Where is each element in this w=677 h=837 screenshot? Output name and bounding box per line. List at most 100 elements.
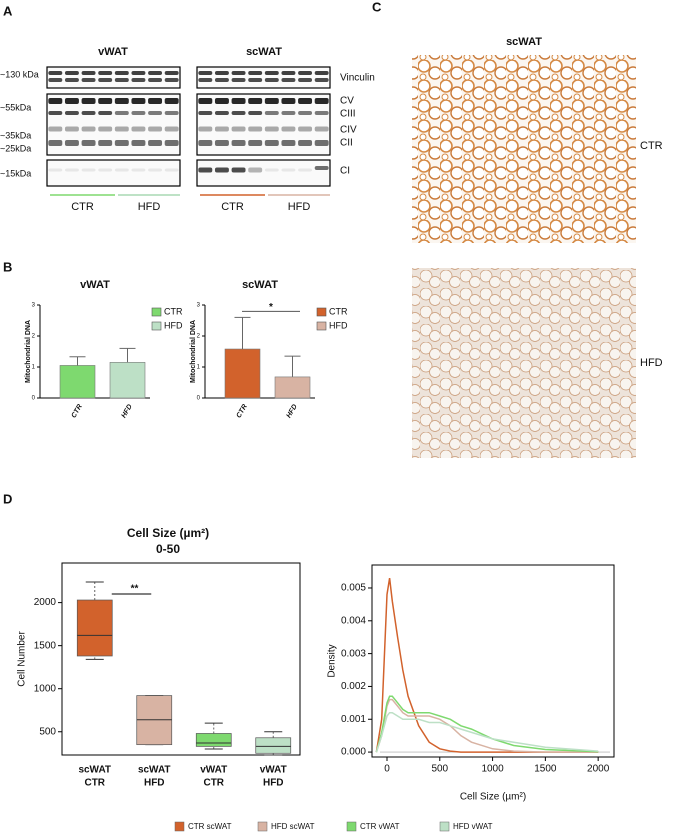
blot-band [264, 140, 279, 146]
blot-band [81, 140, 96, 146]
blot-band [198, 126, 213, 132]
blot-frame [196, 66, 331, 89]
legend-swatch [316, 307, 327, 317]
x-tick-label: 1000 [481, 764, 504, 775]
legend-swatch [346, 821, 357, 832]
blot-band [164, 111, 179, 115]
y-tick-label: 1500 [34, 640, 57, 651]
legend-swatch [439, 821, 450, 832]
blot-band [314, 126, 329, 132]
blot-band [314, 71, 329, 75]
blot-band [148, 126, 163, 132]
blot-band [148, 78, 163, 82]
blot-band [64, 126, 79, 132]
blot-band [298, 71, 313, 75]
x-tick-label: CTR [84, 778, 105, 789]
legend-swatch [151, 307, 162, 317]
protein-label: CII [340, 138, 353, 149]
histology-image [412, 55, 636, 243]
x-tick-label: vWAT [260, 765, 287, 776]
blot-band [231, 98, 246, 104]
y-tick-label: 0 [197, 396, 201, 402]
blot-band [131, 140, 146, 146]
histology-label: HFD [640, 357, 663, 369]
bar [59, 365, 96, 399]
y-tick-label: 0.002 [341, 681, 366, 692]
blot-band [281, 126, 296, 132]
blot-band [231, 78, 246, 82]
y-tick-label: 0.003 [341, 648, 366, 659]
group-label: HFD [288, 201, 311, 213]
legend-label: CTR [329, 306, 348, 316]
blot-band [198, 111, 213, 115]
y-tick-label: 2000 [34, 597, 57, 608]
y-tick-label: 1000 [34, 683, 57, 694]
chart-title: scWAT [242, 279, 278, 291]
panel-letter: A [3, 3, 13, 18]
blot-band [198, 71, 213, 75]
blot-band [81, 126, 96, 132]
blot-band [114, 98, 129, 104]
blot-band [98, 111, 113, 115]
blot-band [264, 78, 279, 82]
blot-band [248, 78, 263, 82]
y-axis-label: Mitochondrial DNA [190, 320, 197, 383]
blot-band [231, 140, 246, 146]
legend-label: HFD vWAT [453, 822, 493, 831]
blot-band [114, 71, 129, 75]
blot-band [281, 140, 296, 146]
legend-label: CTR [164, 306, 183, 316]
blot-band [114, 126, 129, 132]
blot-band [214, 71, 229, 75]
blot-band [48, 98, 63, 104]
y-tick-label: 0.001 [341, 714, 366, 725]
x-tick-label: CTR [203, 778, 224, 789]
x-tick-label: CTR [236, 403, 249, 419]
significance-label: ** [131, 584, 139, 595]
blot-band [114, 168, 129, 172]
x-tick-label: 500 [431, 764, 448, 775]
protein-label: CIV [340, 125, 357, 136]
blot-band [131, 71, 146, 75]
blot-band [298, 98, 313, 104]
blot-band [114, 140, 129, 146]
marker-label: ~130 kDa [0, 69, 39, 79]
y-tick-label: 0.000 [341, 747, 366, 758]
x-tick-label: CTR [71, 403, 84, 419]
blot-band [114, 111, 129, 115]
blot-band [198, 98, 213, 104]
blot-band [248, 140, 263, 146]
x-tick-label: scWAT [138, 765, 171, 776]
blot-band [148, 111, 163, 115]
blot-band [214, 126, 229, 132]
blot-band [198, 140, 213, 146]
blot-band [81, 98, 96, 104]
legend-label: HFD [164, 320, 183, 330]
blot-band [248, 98, 263, 104]
blots [46, 66, 331, 187]
bar [224, 348, 261, 399]
y-axis-label: Mitochondrial DNA [25, 320, 32, 383]
blot-band [81, 71, 96, 75]
y-axis-label: Density [327, 644, 338, 677]
blot-band [281, 168, 296, 172]
marker-label: ~35kDa [0, 130, 31, 140]
legend-swatch [316, 321, 327, 331]
panel-letter: B [3, 259, 12, 274]
blot-band [264, 71, 279, 75]
blot-band [98, 168, 113, 172]
blot-band [198, 78, 213, 82]
blot-band [314, 166, 329, 170]
y-tick-label: 0.005 [341, 583, 366, 594]
density-line [375, 577, 599, 753]
x-tick-label: 0 [384, 764, 390, 775]
y-tick-label: 1 [197, 365, 201, 371]
blot-band [48, 78, 63, 82]
panel-letter: D [3, 491, 12, 506]
group-label: CTR [221, 201, 244, 213]
y-tick-label: 1 [32, 365, 36, 371]
blot-band [264, 168, 279, 172]
blot-band [198, 167, 213, 173]
blot-band [248, 126, 263, 132]
